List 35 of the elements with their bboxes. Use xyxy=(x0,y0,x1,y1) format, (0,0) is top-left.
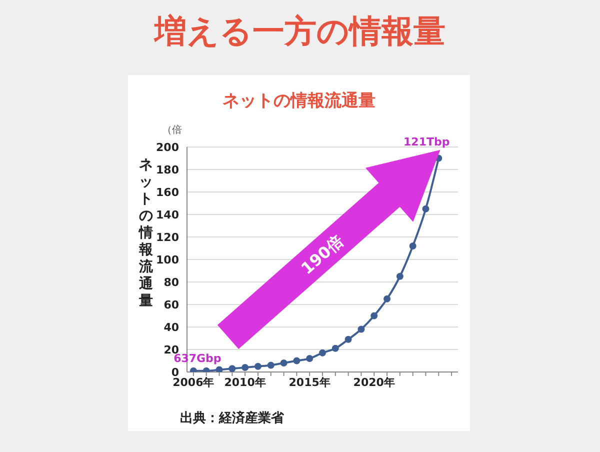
point xyxy=(242,364,249,371)
point xyxy=(319,349,326,356)
x-tick-label: 2020年 xyxy=(353,376,395,389)
text: ネットの情報流通量 xyxy=(139,157,153,309)
source-note: 出典：経済産業省 xyxy=(180,410,284,427)
chart-subtitle: ネットの情報流通量 xyxy=(222,90,376,112)
point xyxy=(254,362,262,370)
y-tick-label: 180 xyxy=(156,163,180,176)
y-tick-label: 200 xyxy=(156,140,180,154)
point xyxy=(306,355,314,362)
point xyxy=(280,360,288,366)
point xyxy=(384,295,391,302)
point xyxy=(396,272,404,280)
x-tick-label: 2010年 xyxy=(224,376,266,389)
y-tick-label: 40 xyxy=(164,320,180,334)
point xyxy=(332,344,339,352)
point xyxy=(216,366,223,372)
point xyxy=(267,362,274,369)
point xyxy=(344,336,352,343)
y-tick-label: 140 xyxy=(156,208,180,222)
annotation: 121Tbp xyxy=(404,135,450,148)
y-tick-label: 100 xyxy=(156,253,180,266)
point xyxy=(370,312,378,320)
text: （倍 xyxy=(162,124,182,137)
chart-title: 増える一方の情報量 xyxy=(152,11,446,52)
point xyxy=(293,357,300,364)
y-tick-label: 120 xyxy=(156,230,180,244)
y-tick-label: 80 xyxy=(164,276,180,289)
x-tick-label: 2015年 xyxy=(288,376,330,389)
point xyxy=(228,365,236,372)
y-tick-label: 160 xyxy=(156,186,180,199)
point xyxy=(409,242,416,250)
y-tick-label: 60 xyxy=(164,298,180,312)
point xyxy=(358,326,365,333)
point xyxy=(422,205,430,212)
